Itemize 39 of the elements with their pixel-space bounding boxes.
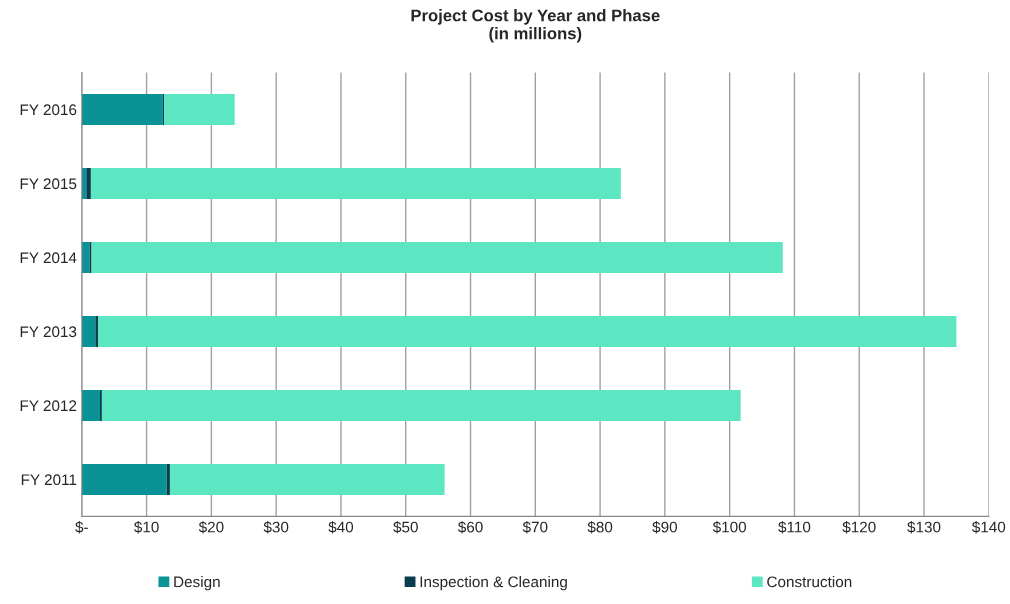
legend-label: Construction bbox=[767, 576, 852, 588]
bar bbox=[81, 463, 167, 495]
bar bbox=[90, 167, 621, 199]
x-tick-label: $90 bbox=[652, 521, 678, 534]
x-tick-label: $70 bbox=[522, 521, 548, 534]
bar bbox=[169, 463, 445, 495]
x-tick-label: $100 bbox=[712, 521, 747, 534]
y-tick-label: FY 2012 bbox=[20, 400, 77, 412]
bar bbox=[86, 167, 91, 199]
x-tick-label: $80 bbox=[587, 521, 613, 534]
chart-title: Project Cost by Year and Phase (in millions) bbox=[411, 9, 660, 43]
y-tick-label: FY 2013 bbox=[20, 326, 77, 338]
bar bbox=[81, 315, 96, 347]
x-tick-label: $120 bbox=[842, 521, 876, 534]
legend-label: Inspection & Cleaning bbox=[420, 576, 567, 591]
x-tick-label: $140 bbox=[971, 521, 1006, 534]
x-tick-label: $50 bbox=[393, 521, 418, 534]
bar bbox=[98, 315, 957, 347]
bar bbox=[81, 93, 163, 126]
x-tick-label: $110 bbox=[778, 521, 811, 534]
bar bbox=[91, 241, 783, 273]
x-tick-label: $40 bbox=[328, 521, 354, 534]
x-tick-label: $130 bbox=[907, 521, 941, 534]
bar bbox=[81, 241, 90, 273]
bar bbox=[81, 389, 100, 421]
x-tick-label: $10 bbox=[134, 521, 159, 534]
y-tick-label: FY 2014 bbox=[20, 252, 77, 264]
y-tick-label: FY 2011 bbox=[21, 474, 77, 486]
legend-label: Design bbox=[174, 576, 220, 591]
bar bbox=[164, 93, 235, 126]
x-tick-label: $20 bbox=[198, 521, 224, 534]
bar bbox=[101, 389, 741, 421]
bar bbox=[95, 315, 99, 347]
x-tick-label: $60 bbox=[457, 521, 483, 534]
bar bbox=[166, 463, 170, 495]
y-tick-label: FY 2016 bbox=[20, 104, 77, 116]
x-tick-label: $- bbox=[75, 521, 88, 534]
y-tick-label: FY 2015 bbox=[20, 178, 77, 190]
x-tick-label: $30 bbox=[263, 521, 289, 534]
